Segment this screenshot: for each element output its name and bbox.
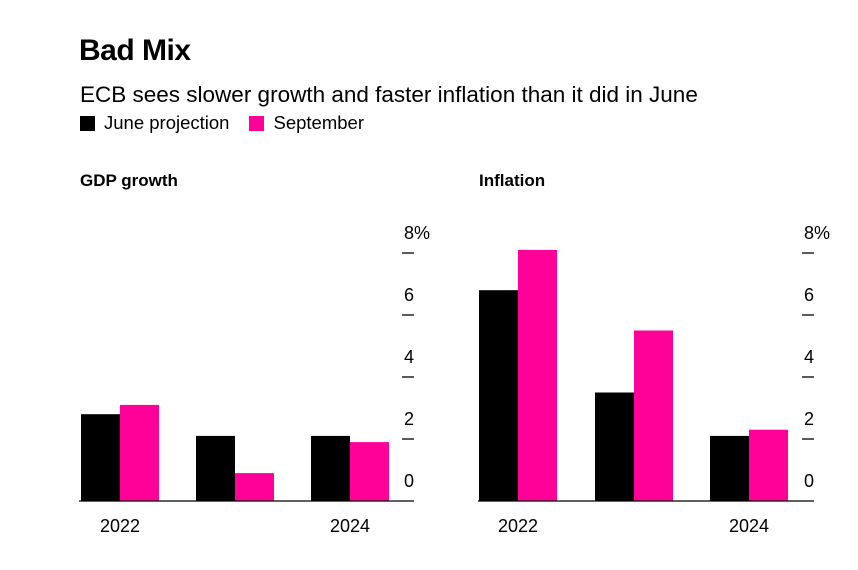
inflation-bar-september-2024: [749, 429, 788, 501]
gdp-y-tick-label: 0: [404, 471, 414, 491]
gdp-y-tick-label: 8%: [404, 223, 430, 243]
inflation-bar-june-2023: [595, 392, 634, 501]
chart-title: Bad Mix: [79, 34, 191, 67]
inflation-y-tick-label: 8%: [804, 223, 830, 243]
inflation-bar-june-2022: [479, 290, 518, 501]
inflation-bar-september-2022: [518, 249, 557, 501]
gdp-bar-june-2022: [81, 414, 120, 501]
gdp-bar-june-2023: [196, 435, 235, 501]
gdp-y-tick-label: 4: [404, 347, 414, 367]
gdp-x-tick-label: 2024: [330, 516, 370, 536]
inflation-x-tick-label: 2024: [729, 516, 769, 536]
gdp-y-tick-label: 2: [404, 409, 414, 429]
gdp-x-tick-label: 2022: [100, 516, 140, 536]
inflation-y-tick-label: 6: [804, 285, 814, 305]
legend-label-september: September: [273, 112, 364, 133]
inflation-x-tick-label: 2022: [498, 516, 538, 536]
legend-item-june: June projection: [80, 112, 229, 134]
inflation-y-tick-label: 4: [804, 347, 814, 367]
chart-subtitle: ECB sees slower growth and faster inflat…: [80, 82, 698, 107]
inflation-panel-title: Inflation: [479, 171, 545, 190]
inflation-bar-june-2024: [710, 435, 749, 501]
legend-swatch-june: [80, 115, 95, 131]
gdp-panel-title: GDP growth: [80, 171, 178, 190]
inflation-bar-september-2023: [634, 330, 673, 501]
gdp-bar-september-2023: [235, 473, 274, 501]
gdp-y-tick-label: 6: [404, 285, 414, 305]
legend: June projection September: [80, 112, 384, 134]
gdp-bar-june-2024: [311, 435, 350, 501]
inflation-y-tick-label: 0: [804, 471, 814, 491]
inflation-y-tick-label: 2: [804, 409, 814, 429]
legend-item-september: September: [249, 112, 364, 134]
legend-swatch-september: [249, 115, 265, 131]
gdp-bar-september-2022: [120, 404, 159, 501]
gdp-bar-september-2024: [350, 442, 389, 501]
legend-label-june: June projection: [104, 112, 230, 133]
